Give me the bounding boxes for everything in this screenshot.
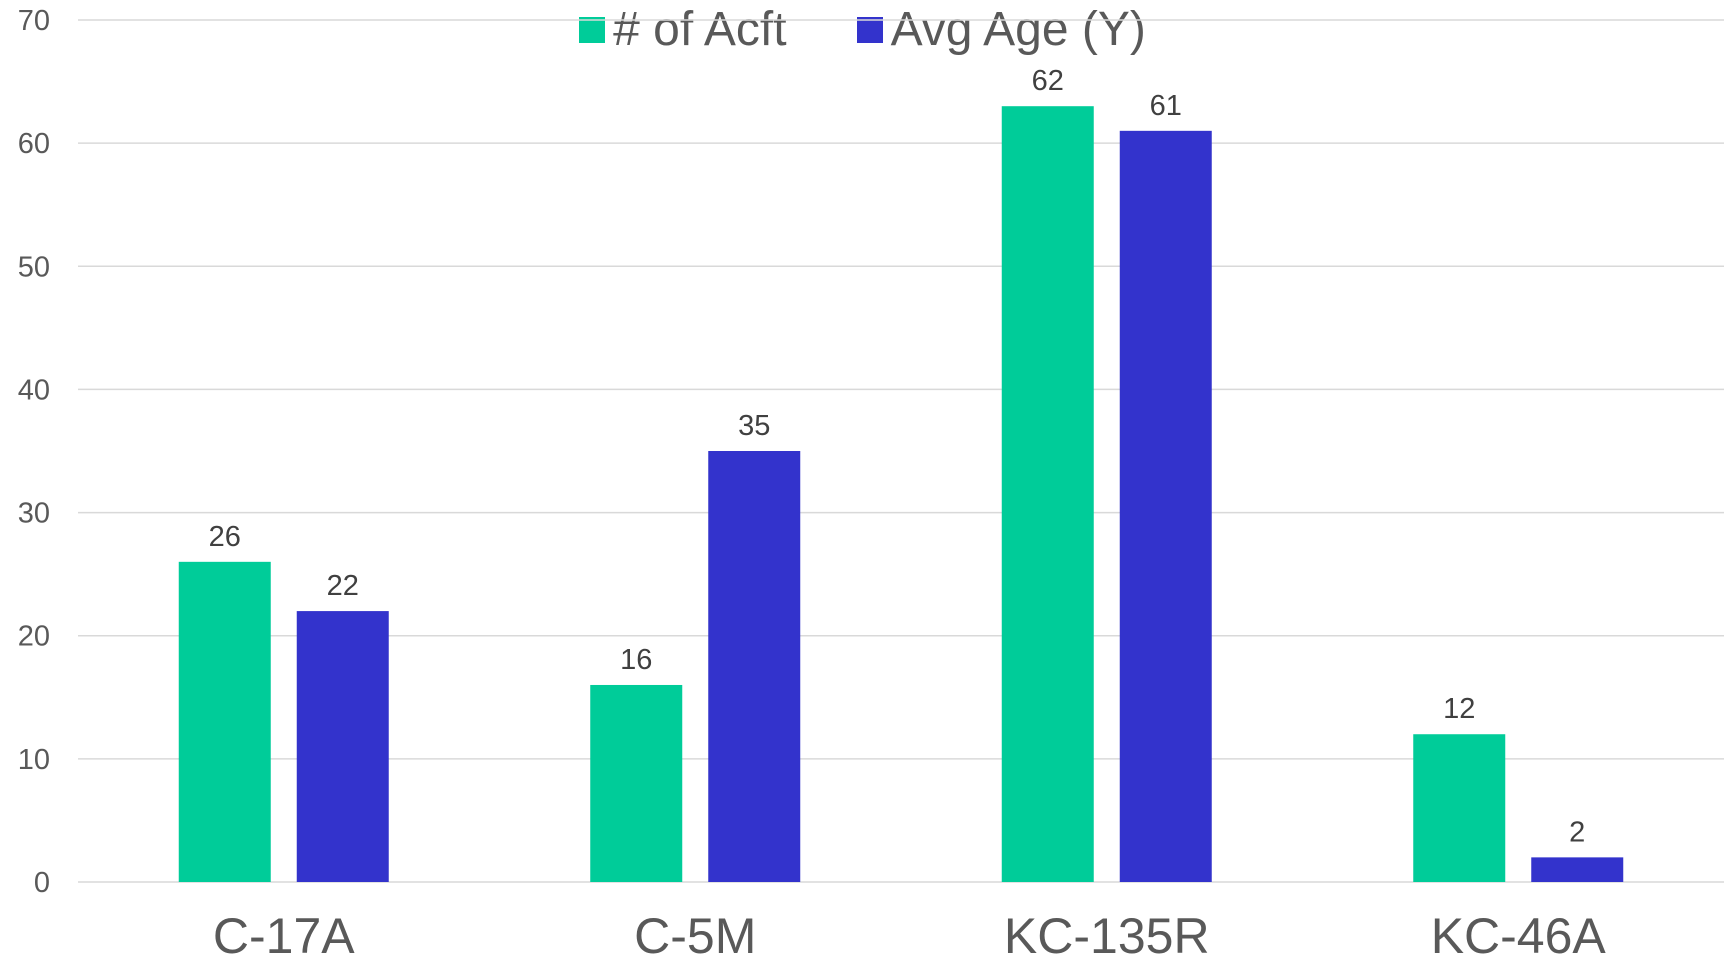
legend-entry-avg-age: Avg Age (Y): [856, 2, 1146, 57]
y-tick-label: 0: [34, 867, 50, 899]
legend-label-avg-age: Avg Age (Y): [890, 3, 1146, 56]
y-tick-label: 40: [18, 374, 50, 406]
data-label: 62: [1032, 65, 1064, 97]
data-label: 2: [1569, 816, 1585, 848]
x-tick-label: C-17A: [213, 908, 355, 964]
data-label: 35: [738, 410, 770, 442]
bar: [178, 561, 271, 882]
chart-legend: # of Acft Avg Age (Y): [0, 2, 1725, 57]
data-label: 26: [209, 521, 241, 553]
bar: [1001, 106, 1094, 882]
legend-label-acft: # of Acft: [613, 3, 787, 56]
y-tick-label: 30: [18, 498, 50, 530]
bar: [1531, 857, 1624, 882]
bar: [1413, 734, 1506, 882]
x-tick-label: KC-135R: [1004, 908, 1210, 964]
data-label: 22: [327, 570, 359, 602]
x-tick-label: KC-46A: [1431, 908, 1607, 964]
bar: [296, 611, 389, 882]
x-tick-label: C-5M: [634, 908, 756, 964]
y-tick-label: 70: [18, 5, 50, 37]
y-tick-label: 60: [18, 128, 50, 160]
data-label: 12: [1443, 693, 1475, 725]
bar: [590, 684, 683, 882]
y-tick-label: 50: [18, 251, 50, 283]
legend-entry-acft: # of Acft: [579, 2, 787, 57]
bar: [708, 451, 801, 882]
y-tick-label: 10: [18, 744, 50, 776]
data-label: 61: [1150, 90, 1182, 122]
legend-swatch-acft: [579, 16, 606, 43]
legend-swatch-avg-age: [856, 16, 883, 43]
data-label: 16: [620, 644, 652, 676]
y-tick-label: 20: [18, 621, 50, 653]
bar: [1119, 130, 1212, 883]
